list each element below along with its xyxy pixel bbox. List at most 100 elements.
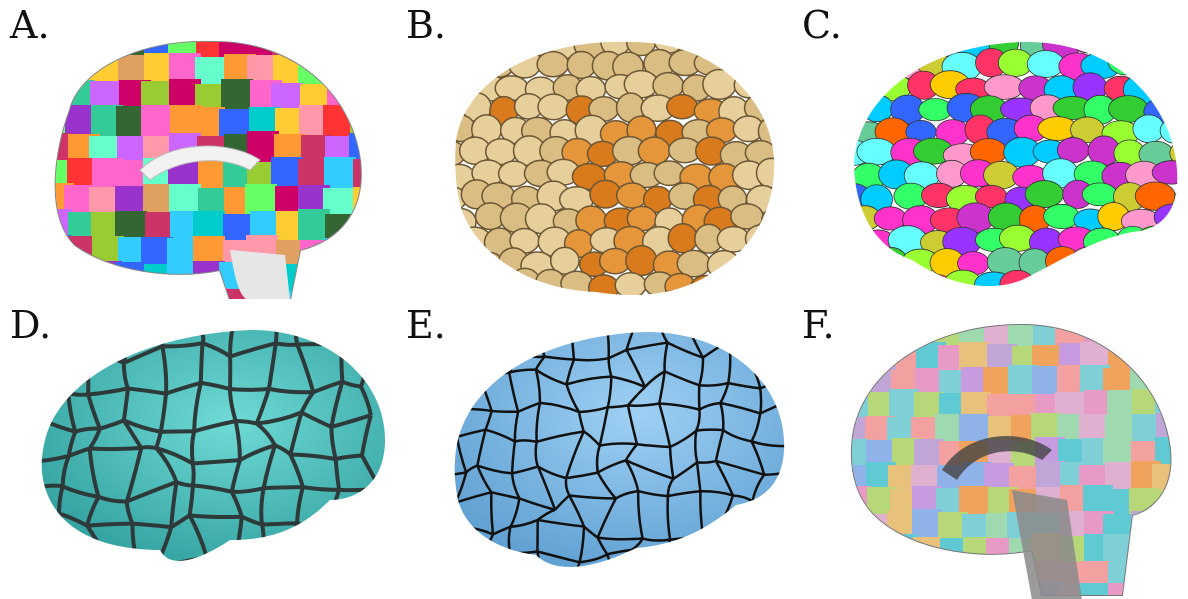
parcel-border: [277, 587, 314, 592]
voxel-parcel: [64, 236, 96, 268]
parcel-border: [122, 419, 143, 449]
parcel-border: [88, 559, 111, 561]
parcel-cell: [756, 247, 775, 274]
parcel-border: [735, 560, 754, 567]
parcel-border: [56, 485, 65, 514]
parcel-cell: [488, 270, 520, 296]
parcel-border: [302, 485, 340, 492]
parcel-cell: [1024, 180, 1064, 208]
parcel-border: [659, 562, 673, 567]
parcel-cell: [854, 227, 873, 258]
parcel-cell: [615, 182, 649, 209]
parcel-border: [534, 441, 540, 467]
voxel-parcel: [851, 486, 871, 516]
parcel-border: [608, 348, 628, 360]
parcel-border: [544, 355, 575, 361]
parcel-border: [89, 445, 142, 452]
voxel-parcel: [275, 291, 307, 299]
parcel-border: [564, 477, 571, 497]
parcel-border: [745, 565, 756, 567]
parcel-border: [41, 390, 69, 398]
parcel-cell: [859, 274, 898, 287]
parcel-border: [636, 491, 644, 539]
parcel-border: [758, 529, 785, 540]
parcel-cell: [1144, 53, 1178, 81]
parcel-border: [625, 332, 640, 351]
parcel-border: [22, 316, 38, 356]
parcel-border: [604, 311, 638, 317]
parcel-border: [596, 497, 617, 539]
panel-c: C.: [792, 0, 1188, 299]
parcel-border: [454, 352, 456, 361]
parcel-border: [59, 588, 90, 594]
parcel-border: [657, 371, 666, 404]
parcel-cell: [689, 274, 725, 296]
voxel-parcel: [851, 586, 872, 595]
voxel-parcel: [141, 105, 173, 137]
parcel-border: [624, 443, 638, 461]
parcel-border: [99, 418, 125, 431]
parcel-border: [634, 581, 671, 588]
parcel-border: [433, 433, 434, 479]
parcel-border: [598, 407, 609, 446]
parcel-border: [569, 591, 615, 593]
voxel-parcel: [324, 238, 356, 270]
parcel-border: [254, 388, 271, 425]
parcel-border: [752, 538, 760, 566]
parcel-border: [669, 429, 697, 449]
voxel-parcel: [55, 82, 73, 114]
parcel-border: [689, 315, 736, 330]
parcel-border: [695, 409, 701, 432]
parcel-border: [514, 439, 537, 444]
parcel-border: [260, 524, 266, 550]
parcel-border: [564, 430, 585, 479]
voxel-parcel: [1132, 586, 1162, 595]
parcel-border: [455, 491, 492, 504]
parcel-border: [201, 341, 232, 359]
parcel-border: [663, 342, 669, 372]
parcel-cell: [1121, 41, 1162, 56]
parcel-cell: [1112, 272, 1147, 287]
parcel-cell: [508, 267, 542, 296]
parcel-border: [539, 314, 570, 328]
voxel-parcel: [168, 287, 200, 299]
parcel-border: [549, 593, 569, 594]
parcel-border: [565, 359, 576, 385]
parcel-border: [667, 490, 701, 498]
parcel-border: [752, 500, 781, 507]
parcel-cell: [1101, 246, 1137, 276]
voxel-parcel: [55, 235, 71, 267]
parcel-border: [459, 526, 468, 561]
parcel-border: [61, 484, 99, 499]
panel-f: F.: [792, 300, 1188, 599]
parcel-border: [313, 587, 327, 592]
parcel-border: [165, 330, 202, 334]
parcel-border: [454, 502, 462, 528]
parcel-border: [614, 581, 634, 592]
parcel-cell: [706, 249, 741, 281]
parcel-cell: [667, 222, 699, 254]
voxel-parcel: [1152, 325, 1171, 350]
parcel-border: [660, 325, 690, 330]
parcel-cell: [732, 291, 767, 296]
parcel-border: [266, 343, 278, 390]
voxel-parcel: [301, 263, 333, 295]
parcel-border: [697, 459, 717, 464]
parcel-border: [229, 459, 242, 493]
parcel-cell: [1173, 184, 1178, 215]
voxel-parcel: [1130, 533, 1160, 563]
panel-label: A.: [10, 3, 50, 47]
parcel-border: [597, 459, 627, 474]
parcel-cell: [1169, 272, 1178, 287]
parcel-border: [424, 563, 427, 583]
parcel-border: [728, 332, 738, 342]
parcel-border: [478, 341, 484, 379]
parcel-border: [487, 313, 514, 329]
parcel-border: [121, 388, 130, 421]
parcel-border: [636, 443, 671, 449]
parcel-cell: [676, 249, 711, 278]
parcel-border: [322, 529, 330, 550]
parcel-border: [235, 320, 275, 321]
parcel-border: [631, 548, 662, 564]
parcel-cell: [457, 49, 488, 76]
